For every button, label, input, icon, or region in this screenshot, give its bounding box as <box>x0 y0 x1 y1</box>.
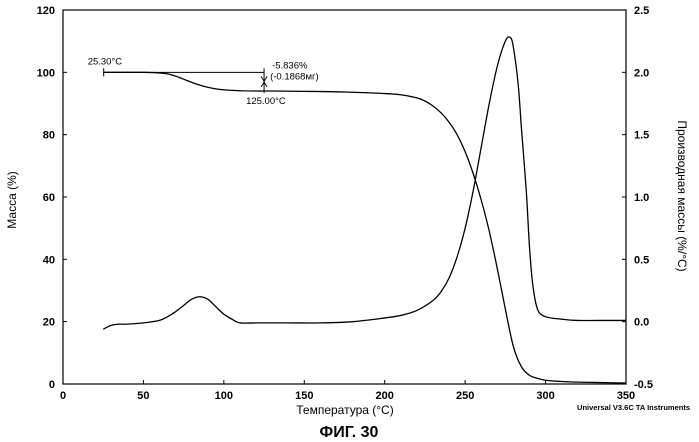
x-tick-label: 0 <box>60 390 66 402</box>
x-tick-label: 300 <box>536 390 554 402</box>
y-right-tick-label: 1.0 <box>634 192 649 204</box>
x-tick-label: 350 <box>617 390 635 402</box>
y-right-tick-label: 0.0 <box>634 317 649 329</box>
y-left-axis-ticks: 0 20 40 60 80 100 120 <box>37 5 67 391</box>
y-right-tick-label: 0.5 <box>634 254 649 266</box>
annotation-end-temp: 125.00°C <box>246 96 286 107</box>
y-right-tick-label: 2.0 <box>634 67 649 79</box>
x-tick-label: 150 <box>295 390 313 402</box>
plot-border <box>62 9 627 385</box>
y-left-tick-label: 60 <box>43 192 55 204</box>
data-curves <box>102 36 627 384</box>
y-right-axis-title: Производная массы (%/°C) <box>675 120 689 271</box>
y-left-axis-title: Масса (%) <box>5 171 19 228</box>
plot-frame <box>62 9 627 385</box>
annotation-arrow-bottom <box>260 81 268 88</box>
y-left-tick-label: 0 <box>49 379 55 391</box>
annotation-start-temp: 25.30°C <box>88 56 123 67</box>
x-tick-label: 100 <box>215 390 233 402</box>
annotation-loss-percent: -5.836% <box>272 60 308 71</box>
x-tick-label: 50 <box>137 390 149 402</box>
derivative-curve <box>102 36 626 330</box>
y-left-tick-label: 20 <box>43 317 55 329</box>
x-axis-ticks: 0 50 100 150 200 250 300 350 <box>60 380 635 402</box>
mass-curve <box>103 71 627 384</box>
y-right-tick-label: -0.5 <box>634 379 653 391</box>
y-left-tick-label: 100 <box>37 67 55 79</box>
y-right-tick-label: 2.5 <box>634 5 649 17</box>
y-left-tick-label: 120 <box>37 5 55 17</box>
weight-loss-annotation: 25.30°C -5.836%(-0.1868мг) 125.00°C <box>88 56 319 107</box>
x-axis-title: Температура (°C) <box>296 403 393 417</box>
y-left-tick-label: 80 <box>43 130 55 142</box>
y-left-tick-label: 40 <box>43 254 55 266</box>
annotation-loss-mass: (-0.1868мг) <box>270 71 319 82</box>
y-right-axis-ticks: -0.5 0.0 0.5 1.0 1.5 2.0 2.5 <box>622 5 653 391</box>
instrument-credit: Universal V3.6C TA Instruments <box>577 403 690 412</box>
figure-label: ФИГ. 30 <box>320 424 379 441</box>
x-tick-label: 200 <box>376 390 394 402</box>
x-tick-label: 250 <box>456 390 474 402</box>
y-right-tick-label: 1.5 <box>634 130 649 142</box>
